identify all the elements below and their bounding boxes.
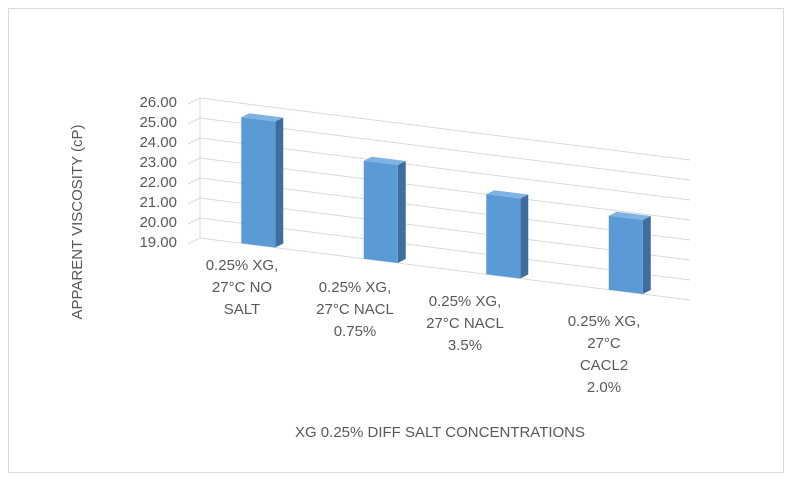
y-tick-label: 23.00 (139, 154, 177, 171)
bar-side (642, 216, 651, 295)
y-tick-label: 24.00 (139, 134, 177, 151)
y-axis-ticks: 19.00 20.00 21.00 22.00 23.00 24.00 25.00 26.00 (139, 94, 177, 251)
y-tick-label: 21.00 (139, 194, 177, 211)
category-label: 0.25% XG, 27°C NACL 3.5% (426, 293, 504, 354)
y-axis-title: APPARENT VISCOSITY (cP) (69, 124, 86, 319)
bar-top (608, 211, 651, 221)
bar (363, 156, 406, 264)
bar-top (486, 190, 529, 199)
gridline-depth (187, 177, 201, 185)
gridline-depth (187, 97, 201, 105)
bar-front (241, 117, 276, 248)
bar (241, 113, 284, 248)
gridline-depth (187, 137, 201, 145)
bar-front (363, 160, 398, 264)
gridline-depth (187, 117, 201, 125)
bar-front (608, 215, 643, 295)
bars (241, 113, 651, 295)
y-tick-label: 19.00 (139, 234, 177, 251)
bar-top (363, 156, 406, 166)
bar-side (275, 117, 284, 248)
y-tick-label: 20.00 (139, 214, 177, 231)
category-label: 0.25% XG, 27°C NACL 0.75% (316, 279, 394, 340)
gridline-depth (187, 197, 201, 205)
category-labels: 0.25% XG, 27°C NO SALT 0.25% XG, 27°C NACL 0.… (206, 257, 641, 396)
category-label: 0.25% XG, 27°C NO SALT (206, 257, 279, 318)
category-label: 0.25% XG, 27°C CACL2 2.0% (568, 313, 641, 396)
bar (608, 211, 651, 295)
y-tick-label: 25.00 (139, 114, 177, 131)
bar-side (397, 161, 406, 264)
bar-front (486, 194, 521, 279)
x-axis-title: XG 0.25% DIFF SALT CONCENTRATIONS (295, 424, 585, 441)
y-tick-label: 26.00 (139, 94, 177, 111)
y-tick-label: 22.00 (139, 174, 177, 191)
gridline-depth (187, 157, 201, 165)
gridline (199, 97, 691, 161)
gridline-depth (187, 217, 201, 225)
bar (486, 190, 529, 279)
bar-side (520, 194, 529, 279)
bar-top (241, 113, 284, 122)
gridline-depth (187, 237, 201, 245)
gridline (199, 237, 691, 301)
